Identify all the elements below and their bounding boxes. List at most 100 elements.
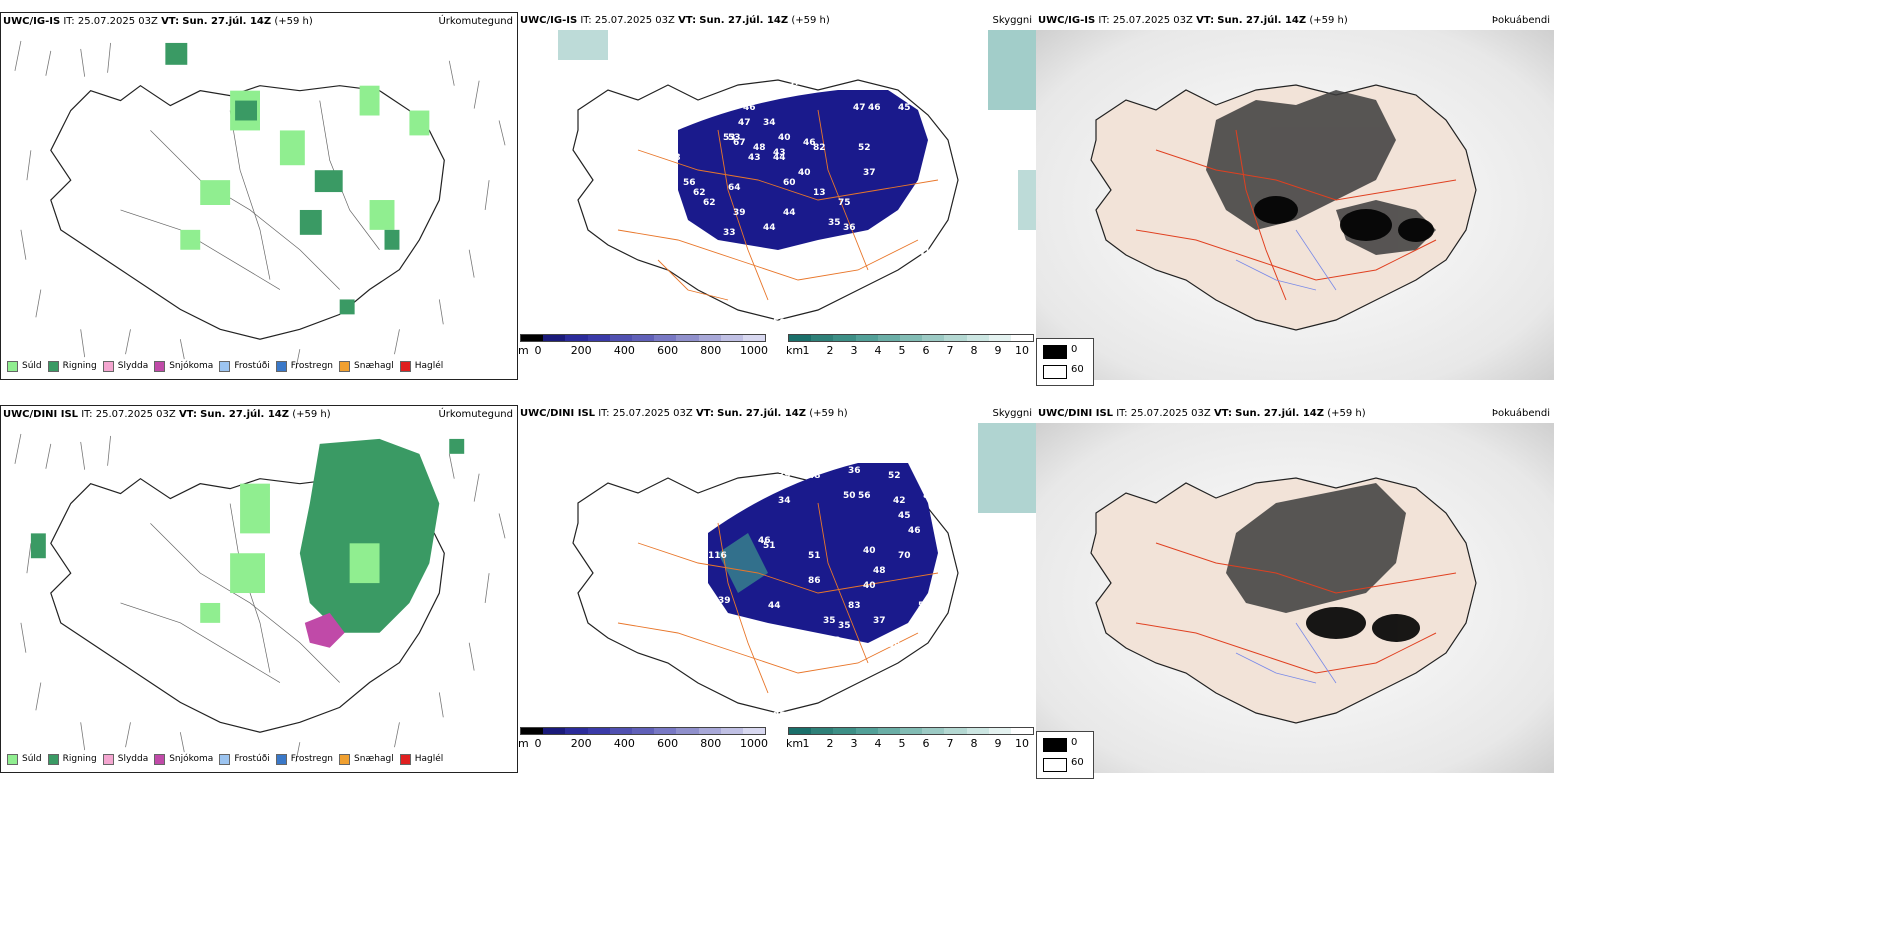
legend-item: Frostúði [219,753,270,765]
colorbar-tick-label: 5 [898,737,906,750]
colorbar-tick-label: 3 [850,344,858,357]
precip-map-svg [14,40,506,370]
legend-item: Snæhagl [339,753,394,765]
cloud-base-label: 39 [778,471,791,481]
legend-item: Snjókoma [154,360,214,372]
precip-map [1,31,517,379]
fog-low-swatch [1043,758,1067,772]
cloud-base-label: 48 [753,143,766,153]
cloud-base-label: 44 [768,601,781,611]
panel-title: Skyggni [992,15,1032,26]
fog-high-swatch [1043,345,1067,359]
colorbar-strip [788,334,1034,342]
legend-label: Slydda [117,361,149,371]
panel-title: Úrkomutegund [438,409,513,420]
cloud-base-label: 46 [758,536,771,546]
legend-item: Rigning [47,753,97,765]
colorbar-swatch [676,335,699,341]
vt-value: Sun. 27.júl. 14Z [699,15,789,26]
legend-swatch [47,360,59,372]
legend-item: Frostregn [275,360,333,372]
legend-item: Haglél [399,753,443,765]
legend-item: Frostregn [275,753,333,765]
vt-value: Sun. 27.júl. 14Z [200,409,289,420]
panel-header: UWC/IG-IS IT: 25.07.2025 03Z VT: Sun. 27… [1036,12,1554,30]
colorbar-tick-label: 3 [850,737,858,750]
colorbar-tick-label: 2 [826,737,834,750]
fog-map-svg [1036,423,1554,773]
colorbar-unit: m [518,737,529,750]
panel-title: Skyggni [992,408,1032,419]
precip-map [1,424,517,772]
cloud-base-label: 39 [733,208,746,218]
cloud-base-label: 86 [808,576,821,586]
cloud-base-label: 43 [773,148,786,158]
colorbar-strip [520,334,766,342]
colorbar-swatch [609,728,632,734]
colorbar-tick-label: 7 [946,344,954,357]
legend-item: Haglél [399,360,443,372]
cloud-base-label: 50 [773,318,786,328]
cloud-base-label: 37 [788,78,801,88]
legend-label: Snæhagl [354,361,394,371]
colorbar-unit: m [518,344,529,357]
legend-item: Frostúði [219,360,270,372]
it-label: IT: [1116,408,1128,419]
cloud-base-label: 48 [873,566,886,576]
legend-swatch [47,753,59,765]
panel-header: UWC/IG-IS IT: 25.07.2025 03Z VT: Sun. 27… [1,13,517,31]
fog-low-label: 60 [1071,757,1084,768]
cloud-base-label: 35 [838,621,851,631]
colorbar-swatch [922,335,945,341]
colorbar-tick-label: 800 [700,737,722,750]
model-name: UWC/DINI ISL [3,409,79,420]
colorbar-tick-label: 7 [946,737,954,750]
cloud-base-label: 45 [898,103,911,113]
cloud-base-label: 53 [723,133,736,143]
legend-label: Rigning [62,754,97,764]
cloud-base-label: 34 [763,118,776,128]
colorbar-swatch [966,335,989,341]
colorbar-swatch [742,335,766,341]
colorbar-strip [788,727,1034,735]
cloud-base-label: 36 [848,466,861,476]
fog-high-label: 0 [1071,344,1078,355]
colorbar-swatch [944,728,967,734]
colorbar-tick-label: 9 [994,737,1002,750]
colorbar-tick-label: 5 [898,344,906,357]
legend-label: Slydda [117,754,149,764]
colorbar-tick-label: 6 [922,344,930,357]
cloud-base-label: 35 [828,218,841,228]
cloud-base-label: 47 [738,118,751,128]
cloud-base-label: 70 [898,551,911,561]
cloud-base-label: 52 [858,143,871,153]
legend-item: Rigning [47,360,97,372]
legend-swatch [102,753,114,765]
fog-panel-row1: UWC/IG-IS IT: 25.07.2025 03Z VT: Sun. 27… [1036,12,1554,386]
iceland-outline [50,84,445,340]
ceiling-panel-row1: UWC/IG-IS IT: 25.07.2025 03Z VT: Sun. 27… [518,12,1036,380]
cloud-base-label: 53 [728,133,741,143]
legend-label: Snjókoma [169,361,214,371]
colorbar-swatch [899,728,923,734]
colorbar-tick-label: 1000 [740,344,768,357]
legend-item: Snjókoma [154,753,213,765]
it-value: 25.07.2025 03Z [1130,408,1211,419]
colorbar-tick-label: 4 [874,737,882,750]
vt-value: Sun. 27.júl. 14Z [1235,408,1324,419]
cloud-base-label: 40 [778,133,791,143]
colorbar-swatch [811,335,834,341]
cloud-base-label: 64 [728,183,741,193]
cloud-base-label: 34 [758,93,771,103]
colorbar-swatch [742,728,766,734]
legend-swatch [339,360,351,372]
cloud-base-label: 43 [748,153,761,163]
legend-item: Slydda [102,360,149,372]
colorbar-swatch [543,335,566,341]
colorbar-tick-label: 1 [802,344,810,357]
legend-label: Súld [22,361,42,371]
cloud-base-label: 41 [888,78,901,88]
colorbar-swatch [654,335,677,341]
fog-low-swatch [1043,365,1067,379]
cloud-base-label: 36 [843,223,856,233]
